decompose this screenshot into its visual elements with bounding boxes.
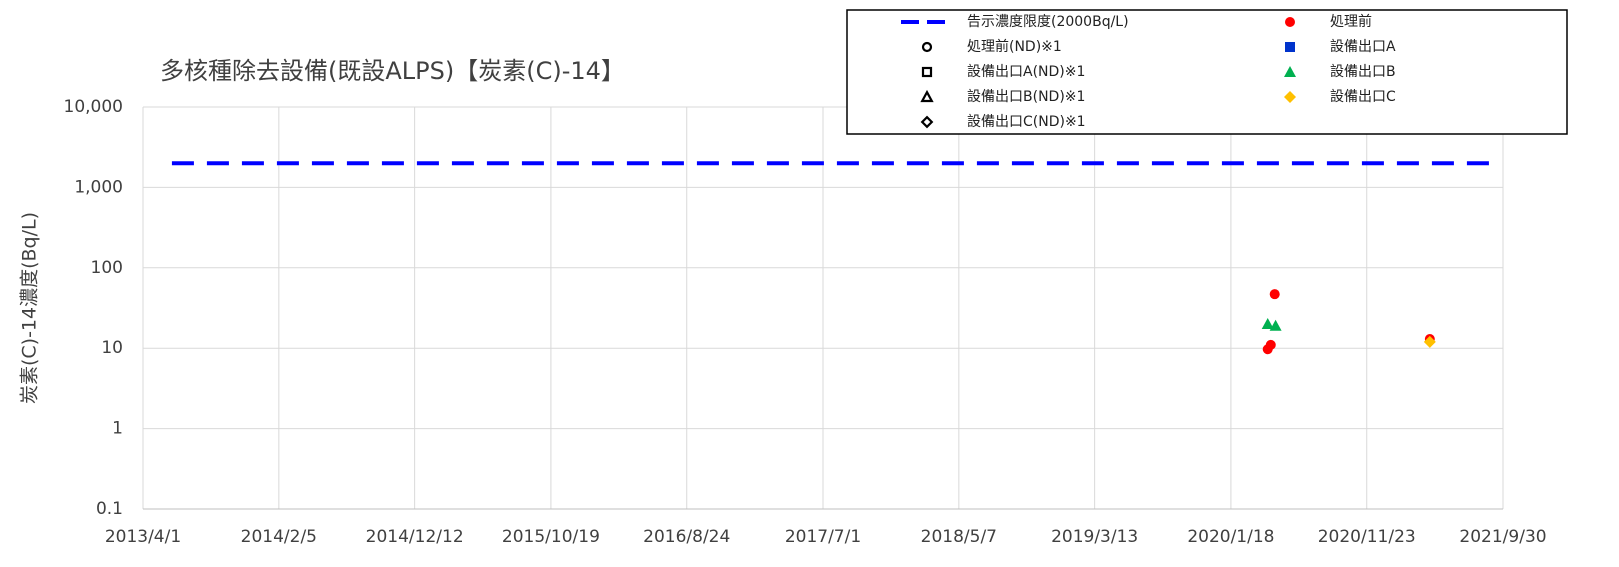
x-tick-label: 2020/11/23	[1318, 527, 1416, 547]
legend-label: 設備出口C	[1330, 89, 1396, 105]
legend-marker	[920, 115, 934, 129]
legend-box	[846, 9, 1568, 135]
legend-label: 設備出口A(ND)※1	[967, 64, 1085, 80]
legend-marker	[921, 66, 933, 78]
legend-marker	[920, 89, 934, 103]
legend-label: 告示濃度限度(2000Bq/L)	[967, 14, 1129, 30]
legend-marker	[1284, 66, 1296, 77]
legend-label: 設備出口B(ND)※1	[967, 89, 1085, 105]
chart-title: 多核種除去設備(既設ALPS)【炭素(C)-14】	[160, 57, 625, 85]
marker	[1423, 335, 1436, 348]
marker	[1269, 289, 1280, 300]
legend-label: 設備出口B	[1330, 64, 1396, 80]
legend-marker	[1285, 17, 1295, 27]
marker	[1265, 339, 1276, 350]
x-tick-label: 2016/8/24	[643, 527, 730, 547]
legend-marker	[1284, 91, 1296, 103]
y-tick-label: 1,000	[74, 177, 123, 197]
x-tick-label: 2021/9/30	[1459, 527, 1546, 547]
marker	[1269, 319, 1282, 331]
legend-marker	[1285, 42, 1295, 52]
x-tick-label: 2014/12/12	[366, 527, 464, 547]
legend-label: 処理前(ND)※1	[967, 38, 1062, 55]
y-tick-label: 10	[101, 338, 123, 358]
x-tick-label: 2014/2/5	[241, 527, 317, 547]
x-tick-label: 2015/10/19	[502, 527, 600, 547]
legend: 告示濃度限度(2000Bq/L) 処理前(ND)※1 設備出口A(ND)※1 設備出口…	[846, 9, 1568, 135]
x-tick-label: 2020/1/18	[1187, 527, 1274, 547]
x-tick-label: 2013/4/1	[105, 527, 181, 547]
y-tick-label: 1	[112, 419, 123, 439]
x-tick-label: 2018/5/7	[921, 527, 997, 547]
legend-marker	[921, 41, 933, 53]
x-tick-label: 2017/7/1	[785, 527, 861, 547]
y-tick-label: 0.1	[96, 499, 123, 519]
y-tick-label: 100	[91, 258, 123, 278]
y-tick-label: 10,000	[64, 97, 123, 117]
legend-label: 設備出口A	[1330, 39, 1396, 55]
legend-label: 処理前	[1330, 13, 1372, 30]
x-tick-label: 2019/3/13	[1051, 527, 1138, 547]
marker	[1261, 317, 1274, 329]
legend-label: 設備出口C(ND)※1	[967, 114, 1086, 130]
y-axis-label: 炭素(C)-14濃度(Bq/L)	[19, 212, 41, 404]
